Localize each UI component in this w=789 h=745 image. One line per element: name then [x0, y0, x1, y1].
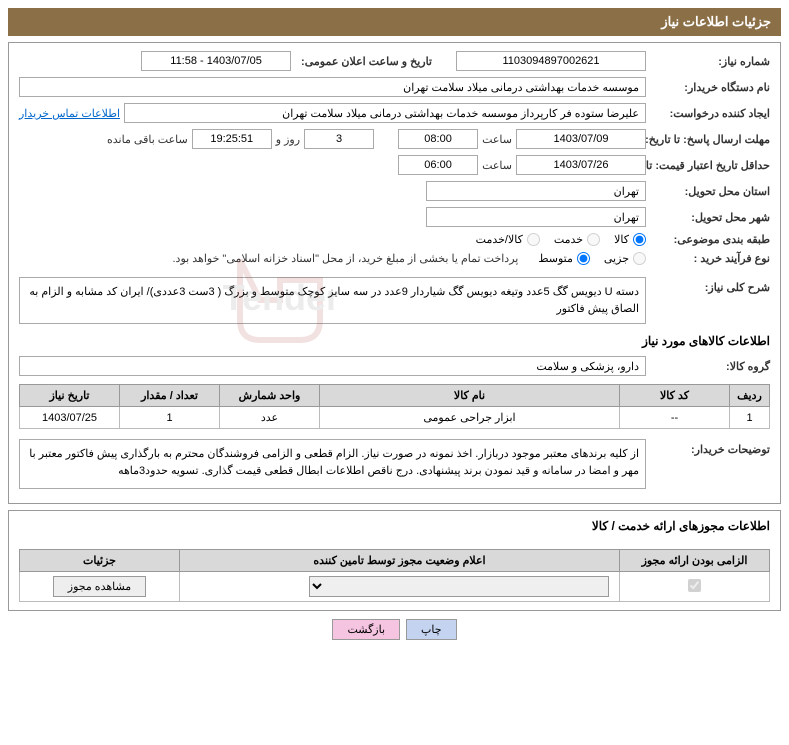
price-validity-label: حداقل تاریخ اعتبار قیمت: تا تاریخ: — [650, 159, 770, 172]
action-buttons: چاپ بازگشت — [8, 619, 781, 640]
view-permit-button[interactable]: مشاهده مجوز — [53, 576, 146, 597]
permit-mandatory-checkbox — [688, 579, 701, 592]
th-row: ردیف — [730, 385, 770, 407]
cell-name: ابزار جراحی عمومی — [320, 407, 620, 429]
th-unit: واحد شمارش — [220, 385, 320, 407]
city-value: تهران — [426, 207, 646, 227]
goods-group-label: گروه کالا: — [650, 360, 770, 373]
remaining-text: ساعت باقی مانده — [107, 133, 188, 146]
time-label-1: ساعت — [482, 133, 512, 146]
cat-service-radio[interactable] — [587, 233, 600, 246]
province-label: استان محل تحویل: — [650, 185, 770, 198]
requester-label: ایجاد کننده درخواست: — [650, 107, 770, 120]
process-type-label: نوع فرآیند خرید : — [650, 252, 770, 265]
need-number-label: شماره نیاز: — [650, 55, 770, 68]
proc-partial-item[interactable]: جزیی — [604, 252, 646, 265]
proc-partial-radio[interactable] — [633, 252, 646, 265]
days-text: روز و — [276, 133, 300, 146]
requester-value: علیرضا ستوده فر کارپرداز موسسه خدمات بهد… — [124, 103, 646, 123]
summary-value: دسته U دیویس گگ 5عدد وتیغه دیویس گگ شیار… — [19, 277, 646, 324]
response-deadline-label: مهلت ارسال پاسخ: تا تاریخ: — [650, 133, 770, 146]
cell-date: 1403/07/25 — [20, 407, 120, 429]
permit-status-select[interactable] — [309, 576, 609, 597]
main-panel: شماره نیاز: 1103094897002621 تاریخ و ساع… — [8, 42, 781, 504]
th-date: تاریخ نیاز — [20, 385, 120, 407]
permit-row: مشاهده مجوز — [20, 572, 770, 602]
price-validity-date: 1403/07/26 — [516, 155, 646, 175]
announce-date-label: تاریخ و ساعت اعلان عمومی: — [295, 55, 432, 68]
th-mandatory: الزامی بودن ارائه مجوز — [620, 550, 770, 572]
cell-qty: 1 — [120, 407, 220, 429]
need-number-value: 1103094897002621 — [456, 51, 646, 71]
response-time-value: 08:00 — [398, 129, 478, 149]
permits-section-title: اطلاعات مجوزهای ارائه خدمت / کالا — [19, 519, 770, 535]
announce-date-value: 1403/07/05 - 11:58 — [141, 51, 291, 71]
back-button[interactable]: بازگشت — [332, 619, 400, 640]
cat-goods-item[interactable]: کالا — [614, 233, 646, 246]
response-date-value: 1403/07/09 — [516, 129, 646, 149]
buyer-org-label: نام دستگاه خریدار: — [650, 81, 770, 94]
cat-both-radio[interactable] — [527, 233, 540, 246]
goods-group-value: دارو، پزشکی و سلامت — [19, 356, 646, 376]
cat-goods-radio[interactable] — [633, 233, 646, 246]
th-status: اعلام وضعیت مجوز توسط تامین کننده — [180, 550, 620, 572]
summary-label: شرح کلی نیاز: — [650, 277, 770, 294]
process-note: پرداخت تمام یا بخشی از مبلغ خرید، از محل… — [173, 252, 519, 265]
city-label: شهر محل تحویل: — [650, 211, 770, 224]
page-title: جزئیات اطلاعات نیاز — [661, 14, 771, 29]
print-button[interactable]: چاپ — [406, 619, 457, 640]
buyer-notes-label: توضیحات خریدار: — [650, 439, 770, 456]
table-row: 1--ابزار جراحی عمومیعدد11403/07/25 — [20, 407, 770, 429]
permits-table: الزامی بودن ارائه مجوز اعلام وضعیت مجوز … — [19, 549, 770, 602]
goods-section-title: اطلاعات کالاهای مورد نیاز — [19, 334, 770, 350]
page-header: جزئیات اطلاعات نیاز — [8, 8, 781, 36]
countdown-value: 19:25:51 — [192, 129, 272, 149]
category-radio-group: کالا خدمت کالا/خدمت — [476, 233, 646, 246]
cell-unit: عدد — [220, 407, 320, 429]
buyer-org-value: موسسه خدمات بهداشتی درمانی میلاد سلامت ت… — [19, 77, 646, 97]
cell-code: -- — [620, 407, 730, 429]
cell-row: 1 — [730, 407, 770, 429]
days-count-value: 3 — [304, 129, 374, 149]
buyer-notes-value: از کلیه برندهای معتبر موجود دربازار. اخذ… — [19, 439, 646, 489]
process-radio-group: جزیی متوسط — [538, 252, 646, 265]
th-qty: تعداد / مقدار — [120, 385, 220, 407]
th-name: نام کالا — [320, 385, 620, 407]
buyer-contact-link[interactable]: اطلاعات تماس خریدار — [19, 107, 120, 120]
province-value: تهران — [426, 181, 646, 201]
cat-service-item[interactable]: خدمت — [554, 233, 600, 246]
th-code: کد کالا — [620, 385, 730, 407]
price-validity-time: 06:00 — [398, 155, 478, 175]
permits-panel: اطلاعات مجوزهای ارائه خدمت / کالا الزامی… — [8, 510, 781, 611]
time-label-2: ساعت — [482, 159, 512, 172]
cat-both-item[interactable]: کالا/خدمت — [476, 233, 540, 246]
proc-medium-item[interactable]: متوسط — [538, 252, 590, 265]
th-details: جزئیات — [20, 550, 180, 572]
goods-table: ردیف کد کالا نام کالا واحد شمارش تعداد /… — [19, 384, 770, 429]
proc-medium-radio[interactable] — [577, 252, 590, 265]
category-label: طبقه بندی موضوعی: — [650, 233, 770, 246]
